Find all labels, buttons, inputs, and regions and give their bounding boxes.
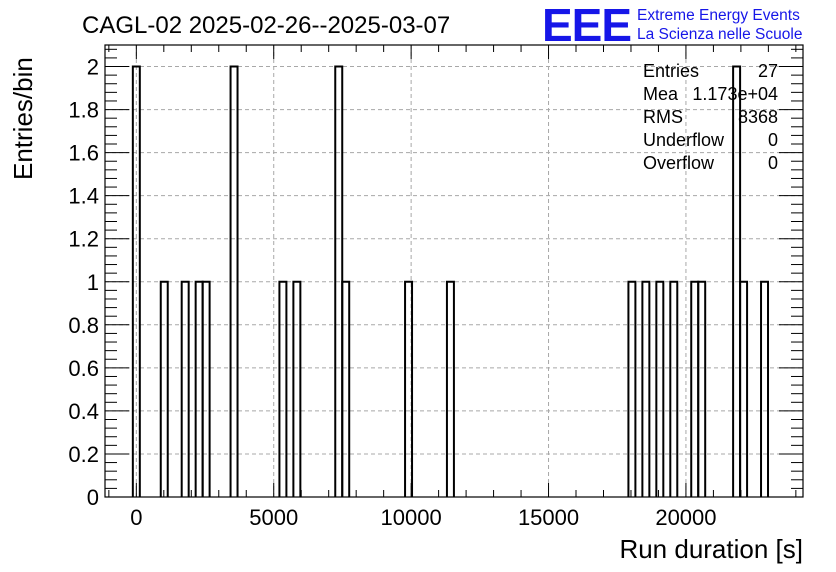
y-axis-title: Entries/bin — [8, 57, 38, 180]
x-tick-label: 15000 — [518, 505, 579, 530]
stats-value: 8368 — [738, 107, 778, 127]
stats-value: 0 — [768, 153, 778, 173]
logo-line-1: Extreme Energy Events — [637, 7, 800, 24]
histogram-bar — [739, 280, 749, 497]
plot-frame — [104, 44, 804, 498]
stats-label: Entries — [643, 61, 699, 81]
histogram-bar — [760, 280, 770, 497]
y-tick-label: 0.2 — [68, 442, 99, 467]
y-tick-label: 0.4 — [68, 399, 99, 424]
stats-value: 27 — [758, 61, 778, 81]
histogram-bar — [669, 280, 679, 497]
histogram-bar — [159, 280, 169, 497]
x-tick-label: 5000 — [249, 505, 298, 530]
histogram-bar — [445, 280, 455, 497]
y-tick-label: 1.6 — [68, 141, 99, 166]
tick-labels: 0 0.2 0.4 0.6 0.8 1 1.2 1.4 1.6 1.8 2 0 5000 10000 150… — [68, 55, 716, 530]
x-tick-label: 20000 — [655, 505, 716, 530]
histogram-bar — [292, 280, 302, 497]
x-tick-label: 0 — [130, 505, 142, 530]
eee-logo-mark: EEE — [542, 0, 631, 51]
stats-box: Entries 27 Mea 1.173e+04 RMS 8368 Underflow 0 Ov… — [643, 61, 778, 173]
stats-label: Mea — [643, 84, 679, 104]
eee-logo: EEE Extreme Energy Events La Scienza nel… — [542, 0, 802, 51]
histogram-bar — [278, 280, 288, 497]
histogram-bar — [655, 280, 665, 497]
y-tick-label: 1.2 — [68, 227, 99, 252]
y-tick-label: 1.8 — [68, 98, 99, 123]
histogram-bar — [641, 280, 651, 497]
grid-lines — [105, 45, 803, 497]
histogram-bars — [131, 65, 770, 497]
histogram-bar — [194, 280, 204, 497]
histogram-bar — [627, 280, 637, 497]
histogram-bar — [229, 65, 239, 497]
x-tick-label: 10000 — [381, 505, 442, 530]
stats-value: 1.173e+04 — [692, 84, 778, 104]
stats-label: Overflow — [643, 153, 715, 173]
stats-value: 0 — [768, 130, 778, 150]
histogram-bar — [690, 280, 700, 497]
y-tick-label: 1 — [87, 270, 99, 295]
histogram-bar — [131, 65, 141, 497]
histogram-bar — [697, 280, 707, 497]
histogram-bar — [201, 280, 211, 497]
y-tick-label: 0.8 — [68, 313, 99, 338]
y-tick-label: 0 — [87, 485, 99, 510]
histogram-bar — [404, 280, 414, 497]
logo-line-2: La Scienza nelle Scuole — [637, 26, 802, 43]
y-tick-label: 0.6 — [68, 356, 99, 381]
histogram-bar — [341, 280, 351, 497]
stats-label: Underflow — [643, 130, 725, 150]
stats-label: RMS — [643, 107, 683, 127]
chart-title: CAGL-02 2025-02-26--2025-03-07 — [82, 12, 450, 39]
y-tick-label: 1.4 — [68, 184, 99, 209]
y-tick-label: 2 — [87, 55, 99, 80]
histogram-bar — [180, 280, 190, 497]
axis-ticks — [105, 45, 803, 498]
x-axis-title: Run duration [s] — [619, 534, 803, 564]
